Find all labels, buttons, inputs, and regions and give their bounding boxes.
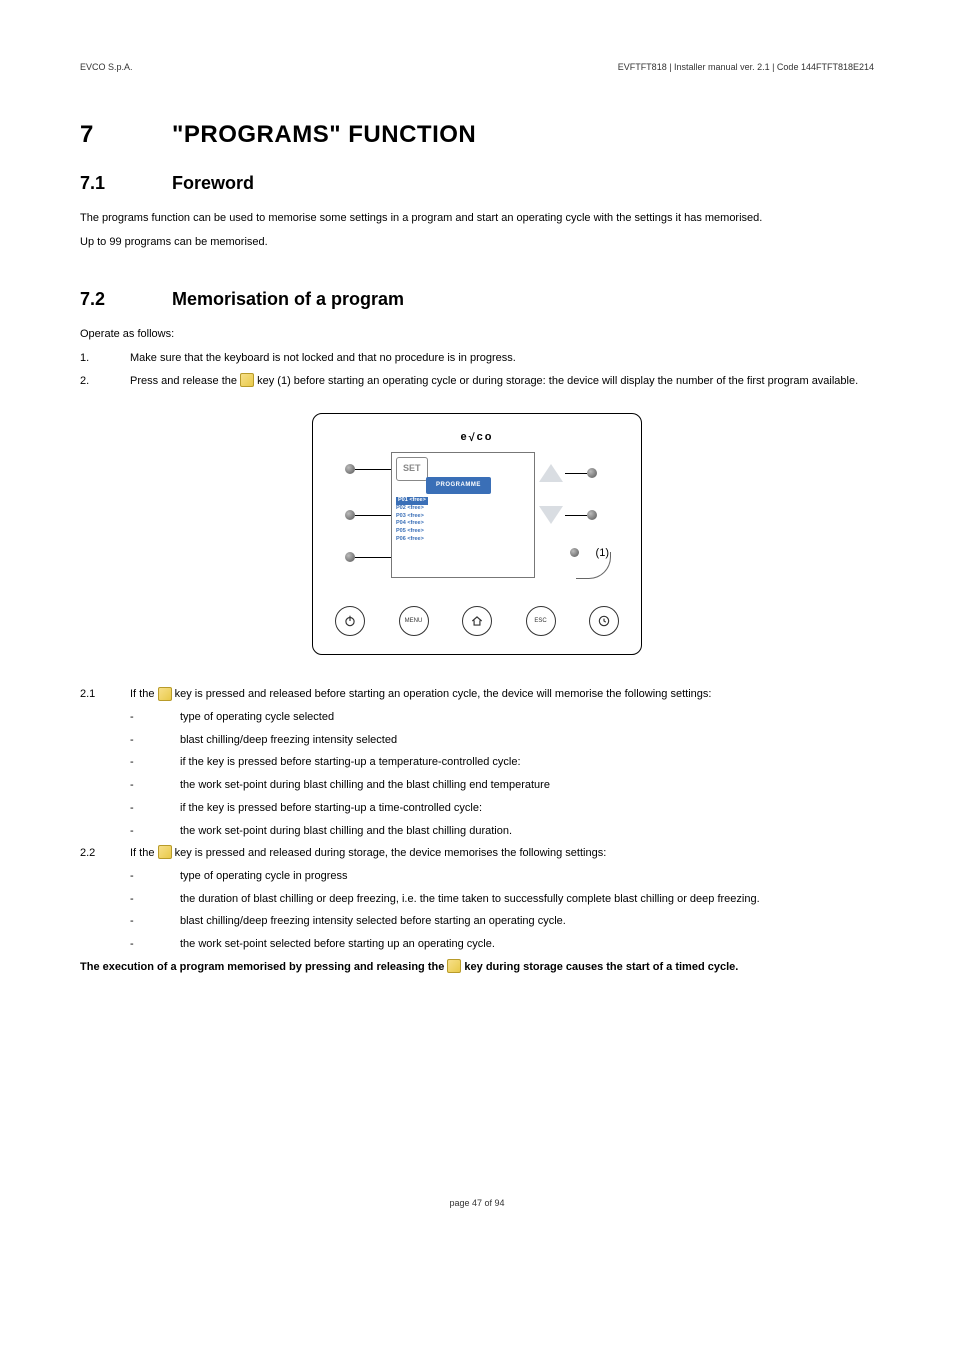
substep-2-1: 2.1 If the key is pressed and released b…: [80, 685, 874, 704]
indicator-dot: [587, 468, 597, 478]
indicator-dot: [345, 464, 355, 474]
device-screen: SET PROGRAMME P01 <free> P02 <free> P03 …: [391, 452, 535, 578]
section-7-2-heading: 7.2Memorisation of a program: [80, 284, 874, 315]
save-key-icon: [158, 845, 172, 859]
substep-number: 2.2: [80, 844, 130, 863]
page-footer: page 47 of 94: [80, 1196, 874, 1211]
dash-item: -type of operating cycle in progress: [80, 867, 874, 886]
section-number: 7.2: [80, 284, 172, 315]
dash-item: -if the key is pressed before starting-u…: [80, 753, 874, 772]
connector-line: [355, 469, 391, 470]
program-list: P01 <free> P02 <free> P03 <free> P04 <fr…: [396, 497, 428, 543]
connector-line: [355, 515, 391, 516]
connector-line: [565, 473, 587, 474]
step-2: 2. Press and release the key (1) before …: [80, 372, 874, 391]
substep-2-2: 2.2 If the key is pressed and released d…: [80, 844, 874, 863]
indicator-dot: [345, 510, 355, 520]
header-left: EVCO S.p.A.: [80, 60, 133, 75]
section-7-1-heading: 7.1Foreword: [80, 168, 874, 199]
esc-button[interactable]: ESC: [526, 606, 556, 636]
foreword-p2: Up to 99 programs can be memorised.: [80, 233, 874, 252]
dash-item: -blast chilling/deep freezing intensity …: [80, 912, 874, 931]
list-item[interactable]: P03 <free>: [396, 513, 424, 519]
connector-line: [565, 515, 587, 516]
operate-intro: Operate as follows:: [80, 325, 874, 344]
power-button[interactable]: [335, 606, 365, 636]
list-item[interactable]: P02 <free>: [396, 505, 424, 511]
substep-number: 2.1: [80, 685, 130, 704]
dash-item: -the duration of blast chilling or deep …: [80, 890, 874, 909]
list-item[interactable]: P01 <free>: [396, 497, 428, 505]
dash-item: -blast chilling/deep freezing intensity …: [80, 731, 874, 750]
set-button[interactable]: SET: [396, 457, 428, 480]
list-item[interactable]: P05 <free>: [396, 528, 424, 534]
brand-label: e√co: [327, 428, 627, 447]
chapter-heading: 7"PROGRAMS" FUNCTION: [80, 115, 874, 156]
dash-item: -the work set-point selected before star…: [80, 935, 874, 954]
power-icon: [343, 614, 357, 628]
callout-curve: [576, 552, 611, 579]
page-header: EVCO S.p.A. EVFTFT818 | Installer manual…: [80, 60, 874, 75]
arrow-down-icon[interactable]: [539, 506, 563, 524]
section-number: 7.1: [80, 168, 172, 199]
device-figure: e√co SET PROGRAMME P01 <free> P02 <free>…: [80, 413, 874, 656]
list-item[interactable]: P04 <free>: [396, 520, 424, 526]
dash-item: -the work set-point during blast chillin…: [80, 822, 874, 841]
menu-button[interactable]: MENU: [399, 606, 429, 636]
connector-line: [355, 557, 391, 558]
device-panel: e√co SET PROGRAMME P01 <free> P02 <free>…: [312, 413, 642, 656]
dash-item: -type of operating cycle selected: [80, 708, 874, 727]
substep-text: If the key is pressed and released durin…: [130, 844, 874, 863]
save-key-icon: [240, 373, 254, 387]
list-item[interactable]: P06 <free>: [396, 536, 424, 542]
save-key-icon: [158, 687, 172, 701]
chapter-number: 7: [80, 115, 172, 156]
save-key-icon: [447, 959, 461, 973]
device-buttons: MENU ESC: [327, 606, 627, 636]
chapter-title: "PROGRAMS" FUNCTION: [172, 121, 476, 148]
clock-button[interactable]: [589, 606, 619, 636]
indicator-dot: [345, 552, 355, 562]
foreword-p1: The programs function can be used to mem…: [80, 209, 874, 228]
clock-icon: [597, 614, 611, 628]
programme-button[interactable]: PROGRAMME: [426, 477, 491, 493]
step-1: 1. Make sure that the keyboard is not lo…: [80, 349, 874, 368]
home-button[interactable]: [462, 606, 492, 636]
arrow-up-icon[interactable]: [539, 464, 563, 482]
dash-item: -the work set-point during blast chillin…: [80, 776, 874, 795]
indicator-dot: [587, 510, 597, 520]
dash-item: -if the key is pressed before starting-u…: [80, 799, 874, 818]
step-number: 1.: [80, 349, 130, 368]
section-title: Foreword: [172, 173, 254, 193]
step-text: Press and release the key (1) before sta…: [130, 372, 874, 391]
step-number: 2.: [80, 372, 130, 391]
note-paragraph: The execution of a program memorised by …: [80, 958, 874, 977]
section-title: Memorisation of a program: [172, 289, 404, 309]
substep-text: If the key is pressed and released befor…: [130, 685, 874, 704]
home-icon: [470, 614, 484, 628]
step-text: Make sure that the keyboard is not locke…: [130, 349, 874, 368]
header-right: EVFTFT818 | Installer manual ver. 2.1 | …: [618, 60, 874, 75]
